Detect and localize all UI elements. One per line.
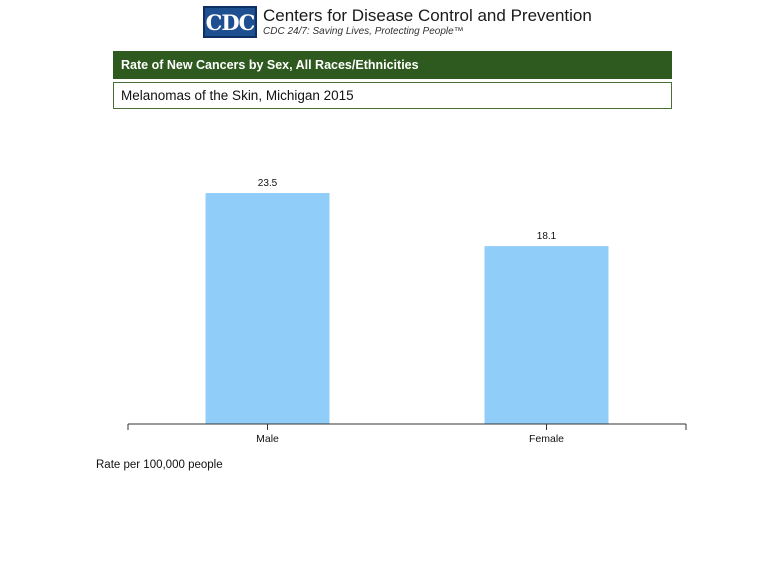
rate-footnote: Rate per 100,000 people	[96, 459, 223, 471]
cdc-logo-mark: CDC	[203, 6, 257, 38]
chart-title-bar: Rate of New Cancers by Sex, All Races/Et…	[113, 51, 672, 79]
logo-wordmark: Centers for Disease Control and Preventi…	[263, 7, 592, 37]
cdc-logo: CDC Centers for Disease Control and Prev…	[203, 4, 592, 40]
chart-subtitle: Melanomas of the Skin, Michigan 2015	[121, 88, 354, 103]
data-label-female: 18.1	[537, 231, 557, 242]
x-tick-label-female: Female	[529, 433, 564, 445]
chart-subtitle-bar: Melanomas of the Skin, Michigan 2015	[113, 82, 672, 109]
chart-title: Rate of New Cancers by Sex, All Races/Et…	[121, 58, 419, 72]
org-tagline: CDC 24/7: Saving Lives, Protecting Peopl…	[263, 26, 464, 37]
logo-text: CDC	[205, 9, 256, 35]
x-tick-label-male: Male	[256, 433, 279, 445]
org-name: Centers for Disease Control and Preventi…	[263, 6, 592, 25]
bar-male	[205, 193, 330, 424]
bar-female	[484, 246, 609, 424]
data-label-male: 23.5	[258, 178, 278, 189]
